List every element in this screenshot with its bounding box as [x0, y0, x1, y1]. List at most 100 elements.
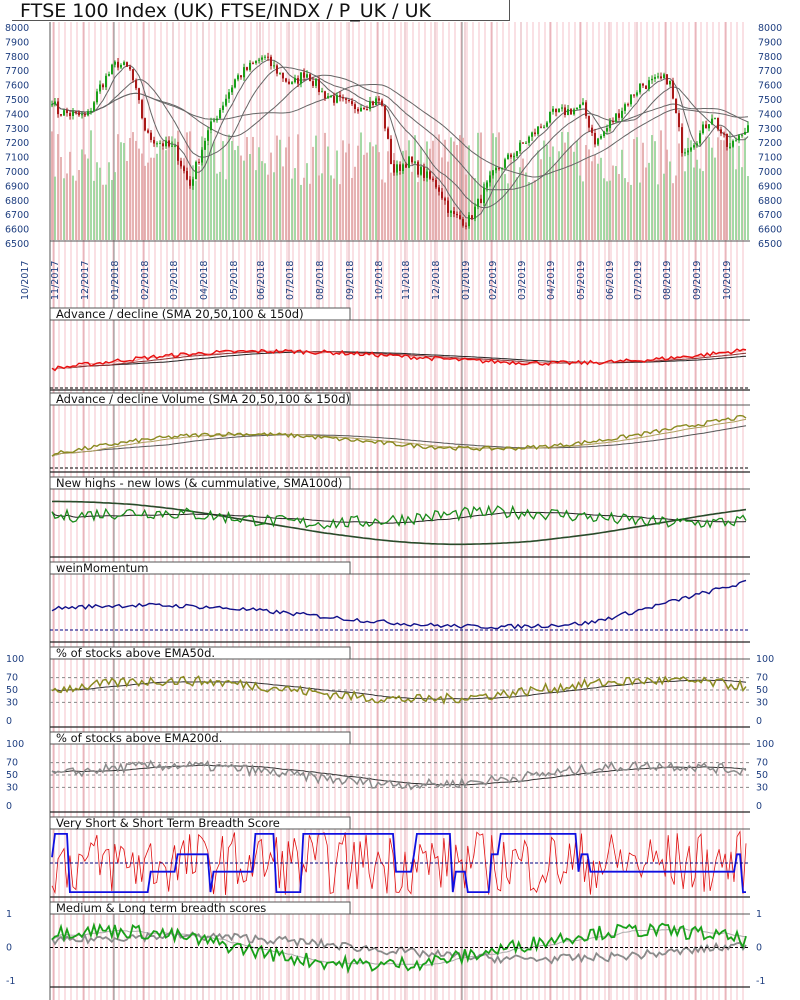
x-tick: 04/2019 — [546, 261, 557, 300]
volume-bar — [591, 161, 593, 240]
volume-bar — [519, 167, 521, 240]
panel-y-tick: 50 — [6, 685, 18, 696]
candle-body — [207, 130, 209, 141]
volume-bar — [300, 184, 302, 240]
volume-bar — [57, 134, 59, 240]
candle-body — [549, 111, 551, 123]
volume-bar — [708, 137, 710, 240]
panel-y-tick-right: 50 — [756, 770, 768, 781]
volume-bar — [741, 167, 743, 240]
x-tick: 03/2018 — [169, 261, 180, 300]
volume-bar — [54, 176, 56, 240]
volume-bar — [546, 144, 548, 240]
candle-body — [330, 96, 332, 98]
candle-body — [591, 127, 593, 133]
candle-body — [465, 225, 467, 227]
x-tick: 05/2019 — [576, 261, 587, 300]
candle-body — [192, 179, 194, 186]
candle-body — [699, 133, 701, 144]
candle-body — [219, 109, 221, 119]
candle-body — [216, 118, 218, 121]
panel-y-tick: 0 — [6, 943, 12, 954]
candle-body — [141, 100, 143, 119]
candle-body — [450, 211, 452, 213]
volume-bar — [630, 184, 632, 240]
candle-body — [123, 62, 125, 65]
y-tick-right: 6600 — [758, 225, 782, 236]
candle-body — [237, 75, 239, 80]
candle-body — [51, 104, 53, 106]
x-tick: 01/2019 — [461, 261, 472, 300]
candle-body — [696, 143, 698, 146]
volume-bar — [648, 162, 650, 240]
volume-bar — [120, 142, 122, 240]
candle-body — [249, 62, 251, 70]
volume-bar — [129, 137, 131, 240]
candle-body — [738, 135, 740, 141]
candle-body — [639, 83, 641, 93]
candle-body — [495, 167, 497, 171]
candle-body — [540, 126, 542, 128]
candle-body — [348, 99, 350, 102]
breadth-vshort-line — [51, 830, 747, 896]
volume-bar — [732, 146, 734, 240]
candle-body — [174, 145, 176, 147]
volume-bar — [246, 137, 248, 240]
volume-bar — [96, 162, 98, 240]
candle-body — [390, 138, 392, 165]
candle-body — [432, 178, 434, 181]
ad-line — [51, 348, 747, 372]
volume-bar — [75, 180, 77, 240]
candle-body — [285, 78, 287, 82]
volume-bar — [609, 180, 611, 240]
panel-y-tick: 100 — [6, 654, 24, 665]
candle-body — [297, 78, 299, 84]
volume-bar — [672, 183, 674, 240]
y-tick-left: 6700 — [5, 210, 29, 221]
volume-bar — [216, 173, 218, 240]
candle-body — [717, 117, 719, 130]
candle-body — [510, 154, 512, 158]
panel-y-tick-right: 0 — [756, 943, 762, 954]
candle-body — [333, 96, 335, 103]
x-tick: 08/2018 — [315, 261, 326, 300]
candle-body — [744, 131, 746, 135]
candle-body — [546, 122, 548, 127]
panel-y-tick-right: 1 — [756, 909, 762, 920]
y-tick-left: 6900 — [5, 181, 29, 192]
volume-bar — [156, 153, 158, 240]
volume-bar — [411, 171, 413, 240]
candle-body — [537, 126, 539, 135]
candle-body — [714, 117, 716, 119]
volume-bar — [288, 136, 290, 240]
volume-bar — [102, 184, 104, 240]
candle-body — [399, 164, 401, 171]
x-tick: 04/2018 — [199, 261, 210, 300]
candle-body — [291, 82, 293, 84]
volume-bar — [93, 180, 95, 240]
candle-body — [99, 84, 101, 92]
volume-bar — [426, 141, 428, 240]
volume-bar — [687, 137, 689, 240]
candle-body — [729, 146, 731, 148]
volume-bar — [378, 152, 380, 240]
candle-body — [162, 143, 164, 147]
candle-body — [480, 198, 482, 204]
candle-body — [606, 128, 608, 132]
candle-body — [255, 60, 257, 64]
candle-body — [651, 78, 653, 81]
candle-body — [576, 107, 578, 110]
volume-bar — [285, 147, 287, 240]
volume-bar — [723, 140, 725, 240]
candle-body — [417, 161, 419, 175]
candle-body — [657, 76, 659, 78]
candle-body — [648, 80, 650, 89]
volume-bar — [726, 143, 728, 240]
volume-bar — [342, 140, 344, 240]
volume-bar — [738, 145, 740, 240]
candle-body — [429, 171, 431, 179]
volume-bar — [327, 146, 329, 240]
volume-bar — [582, 181, 584, 240]
volume-bar — [225, 179, 227, 240]
panel-y-tick: -1 — [6, 976, 15, 987]
